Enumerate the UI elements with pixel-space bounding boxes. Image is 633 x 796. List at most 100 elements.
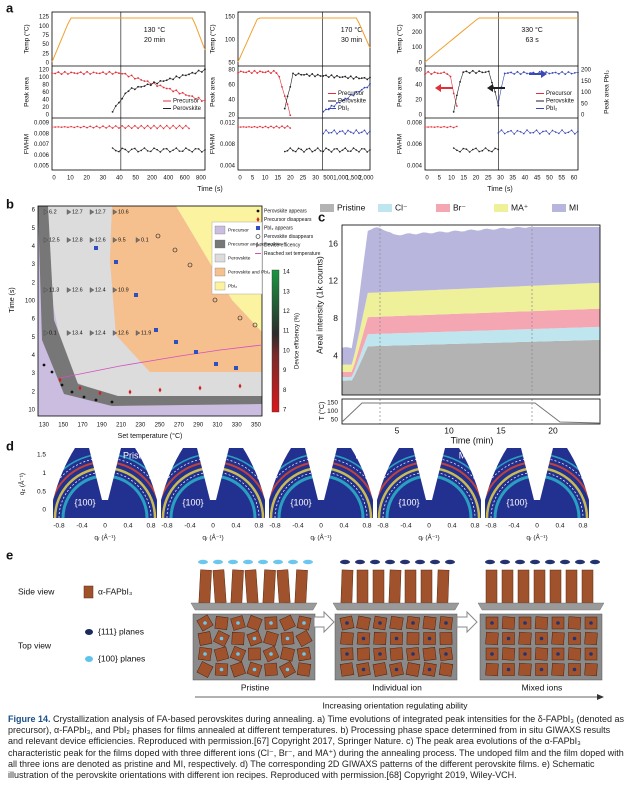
peak-marker (133, 88, 136, 91)
tick-label: 600 (180, 176, 191, 182)
plot-frame (51, 11, 206, 171)
tick-label: 0.009 (34, 121, 50, 127)
crystal-grain (534, 616, 549, 630)
plane-dot (430, 559, 440, 565)
temperature-curve (51, 17, 206, 63)
peak-marker (54, 72, 57, 75)
plane-dot (302, 621, 306, 625)
fwhm-marker (140, 149, 143, 152)
perovskite-disappears-marker (172, 247, 178, 253)
efficiency-marker (66, 237, 72, 243)
plane-dot (572, 667, 577, 672)
efficiency-marker (66, 330, 72, 336)
legend-symbol (256, 209, 260, 213)
plane-dot (500, 559, 510, 565)
fwhm-marker (245, 126, 248, 128)
panel-label: a (6, 0, 14, 15)
axis-title: T (°C) (318, 402, 326, 421)
tick-label: 1,500 (346, 176, 362, 182)
peak-marker (297, 72, 300, 75)
giwaxs-image (269, 448, 373, 518)
fwhm-marker (127, 124, 130, 127)
peak-marker (303, 73, 305, 76)
efficiency-marker (135, 330, 141, 336)
tick-label: 8 (283, 388, 287, 394)
crystal-grain (518, 662, 532, 677)
caption-text: Crystallization analysis of FA-based per… (8, 714, 625, 781)
peak-marker (449, 75, 452, 78)
set-temperature-line (59, 344, 263, 379)
perovskite-appears-marker (42, 363, 46, 367)
fwhm-marker (130, 148, 133, 151)
peak-marker (363, 86, 366, 89)
precursor-disappears-marker (158, 387, 162, 393)
plane-dot (285, 636, 290, 641)
peak-marker (570, 72, 573, 75)
pbi2-appears-marker (94, 246, 98, 250)
plane-dot (345, 621, 349, 625)
plane-dot (378, 621, 382, 625)
fwhm-marker (468, 151, 471, 153)
plane-dot (258, 559, 268, 565)
fwhm-marker (134, 147, 136, 150)
tick-label: 8 (333, 313, 338, 323)
crystal-grain (439, 632, 453, 645)
efficiency-label: 6.2 (49, 209, 57, 215)
tick-label: 40 (42, 98, 49, 104)
fwhm-marker (261, 126, 264, 129)
tick-label: 16 (329, 238, 339, 248)
fwhm-marker (283, 150, 286, 153)
efficiency-label: 12.6 (95, 237, 106, 243)
peak-marker (462, 71, 465, 74)
tick-label: 20 (228, 113, 235, 119)
tick-label: 0 (419, 113, 423, 119)
fwhm-marker (561, 129, 563, 131)
legend-label: MA⁺ (511, 202, 529, 212)
fwhm-marker (76, 125, 79, 128)
plane-dot (269, 652, 273, 656)
legend-label: {100} planes (98, 653, 145, 663)
fwhm-marker (497, 132, 500, 134)
crystal-grain (264, 662, 278, 677)
fwhm-marker (330, 131, 333, 134)
fwhm-marker (519, 130, 522, 133)
peak-marker (551, 72, 554, 74)
tick-label: 60 (571, 176, 578, 182)
tick-label: 6 (32, 317, 36, 323)
tick-label: 60 (42, 90, 49, 96)
fwhm-marker (352, 147, 355, 149)
missing-wedge (521, 448, 553, 500)
tick-label: 5 (32, 335, 36, 341)
fwhm-marker (118, 150, 120, 153)
plane-dot (575, 559, 585, 565)
peak-marker (162, 86, 165, 89)
fwhm-marker (137, 150, 139, 153)
tick-label: -0.8 (53, 523, 65, 530)
fwhm-marker (300, 148, 303, 151)
legend-swatch (214, 253, 226, 263)
efficiency-marker (112, 287, 118, 293)
fwhm-marker (146, 124, 149, 127)
peak-marker (124, 92, 127, 95)
fwhm-marker (355, 149, 358, 151)
fwhm-marker (513, 133, 516, 135)
plane-dot (539, 667, 544, 672)
tick-label: 0.008 (407, 121, 423, 127)
peak-marker (159, 79, 162, 82)
fwhm-marker (360, 131, 363, 134)
legend-symbol (256, 217, 260, 222)
tick-label: -0.8 (269, 523, 281, 530)
peak-marker (538, 70, 541, 73)
tick-label: 20 (42, 105, 49, 111)
peak-marker (475, 72, 477, 75)
panel-label: e (6, 547, 13, 562)
tick-label: 500 (323, 176, 334, 182)
fwhm-marker (188, 149, 190, 151)
fwhm-marker (500, 129, 503, 131)
peak-marker (188, 73, 190, 76)
tick-label: 100 (25, 298, 36, 304)
fwhm-marker (325, 129, 327, 131)
label: 170 °C (341, 26, 362, 34)
efficiency-label: 11.9 (141, 330, 151, 336)
